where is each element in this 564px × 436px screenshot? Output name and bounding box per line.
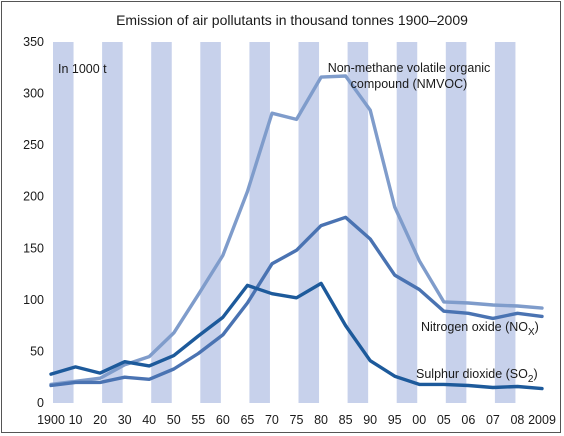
x-axis-ticks: 1900 10 20 30 40 50 55 60 65 70 75 80 85 90 95 00 05 06 07…	[37, 413, 556, 427]
x-tick-label: 95	[388, 413, 402, 427]
y-tick-label: 300	[23, 87, 44, 101]
x-tick-label: 55	[191, 413, 205, 427]
x-tick-label: 05	[437, 413, 451, 427]
y-unit-label: In 1000 t	[58, 62, 107, 76]
y-tick-label: 200	[23, 190, 44, 204]
x-tick-label: 90	[363, 413, 377, 427]
x-tick-label: 40	[142, 413, 156, 427]
band-2	[102, 42, 123, 403]
x-tick-label: 50	[167, 413, 181, 427]
nmvoc-label-line: Non-methane volatile organic	[328, 61, 491, 75]
so2-label-end: )	[533, 367, 537, 381]
x-tick-label: 20	[93, 413, 107, 427]
band-10	[298, 42, 320, 403]
series-labels: Non-methane volatile organic compound (NM…	[328, 61, 539, 385]
so2-label-main: Sulphur dioxide (SO	[416, 367, 528, 381]
series-line-so2	[49, 281, 544, 391]
y-tick-label: 150	[23, 241, 44, 255]
band-0	[53, 42, 74, 403]
x-tick-label: 08	[510, 413, 524, 427]
x-tick-label: 60	[216, 413, 230, 427]
chart-title: Emission of air pollutants in thousand t…	[116, 12, 468, 28]
x-tick-label: 85	[339, 413, 353, 427]
series-line-nox	[49, 215, 544, 388]
x-tick-label: 00	[412, 413, 426, 427]
x-tick-label: 07	[486, 413, 500, 427]
y-tick-label: 350	[23, 35, 44, 49]
x-tick-label: 1900	[37, 413, 65, 427]
series-line-nmvoc	[49, 74, 544, 387]
x-tick-label: 10	[69, 413, 83, 427]
y-axis-ticks: 0 50 100 150 200 250 300 350	[23, 35, 44, 410]
x-tick-label: 30	[118, 413, 132, 427]
background-bands	[53, 42, 516, 403]
x-tick-label: 70	[265, 413, 279, 427]
x-tick-label: 06	[461, 413, 475, 427]
x-tick-label: 75	[290, 413, 304, 427]
nmvoc-label-line: compound (NMVOC)	[351, 77, 468, 91]
nox-label-sub: X	[528, 327, 535, 338]
y-tick-label: 0	[37, 396, 44, 410]
nox-label-main: Nitrogen oxide (NO	[421, 320, 528, 334]
nox-label-end: )	[535, 320, 539, 334]
y-tick-label: 250	[23, 138, 44, 152]
series-lines	[49, 74, 544, 391]
band-14	[396, 42, 418, 403]
band-16	[445, 42, 467, 403]
x-tick-label: 80	[314, 413, 328, 427]
band-6	[200, 42, 221, 403]
band-8	[249, 42, 270, 403]
band-18	[494, 42, 516, 403]
y-tick-label: 100	[23, 293, 44, 307]
y-tick-label: 50	[30, 344, 44, 358]
x-tick-label: 2009	[528, 413, 556, 427]
so2-label-sub: 2	[528, 374, 534, 385]
band-4	[151, 42, 172, 403]
nox-label: Nitrogen oxide (NOX)	[421, 320, 539, 338]
x-tick-label: 65	[240, 413, 254, 427]
band-12	[347, 42, 369, 403]
so2-label: Sulphur dioxide (SO2)	[416, 367, 538, 385]
